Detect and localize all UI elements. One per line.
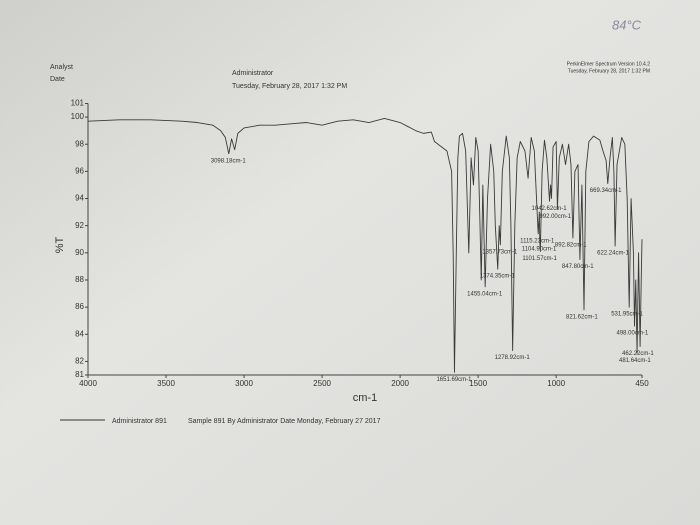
y-tick-label: 82 [75, 357, 84, 366]
peak-label: 1357.73cm-1 [482, 249, 518, 255]
y-tick-label: 100 [71, 112, 85, 121]
software: PerkinElmer Spectrum Version 10.4.2 [567, 61, 651, 67]
x-tick-label: 2500 [313, 379, 331, 388]
peak-label: 3098.18cm-1 [211, 158, 247, 164]
peak-label: 1115.23cm-1 [520, 238, 555, 244]
y-tick-label: 98 [75, 139, 84, 148]
x-tick-label: 3500 [157, 379, 175, 388]
y-tick-label: 88 [75, 275, 84, 284]
peak-label: 992.00cm-1 [539, 214, 571, 220]
peak-label: 531.95cm-1 [611, 312, 643, 318]
legend-note: Sample 891 By Administrator Date Monday,… [188, 418, 381, 425]
x-tick-label: 2000 [391, 379, 409, 388]
peak-label: 481.64cm-1 [619, 358, 651, 364]
analyst: Administrator [232, 70, 274, 77]
peak-label: 1104.90cm-1 [522, 247, 557, 253]
peak-label: 1278.92cm-1 [495, 355, 531, 361]
y-tick-label: 96 [75, 166, 84, 175]
y-tick-label: 84 [75, 329, 84, 338]
peak-label: 1651.69cm-1 [436, 377, 472, 383]
date-label: Date [50, 76, 65, 83]
analyst-label: Analyst [50, 64, 73, 71]
peak-label: 1455.04cm-1 [467, 291, 503, 297]
y-tick-label: 94 [75, 194, 84, 203]
peak-label: 498.00cm-1 [617, 331, 649, 337]
y-axis-label: %T [54, 236, 66, 253]
y-tick-label: 101 [71, 99, 85, 108]
x-tick-label: 1500 [469, 379, 487, 388]
y-tick-label: 92 [75, 221, 84, 230]
peak-label: 892.82cm-1 [555, 242, 587, 248]
x-tick-label: 3000 [235, 379, 253, 388]
peak-label: 669.34cm-1 [590, 188, 622, 194]
x-axis-label: cm-1 [353, 392, 377, 404]
peak-label: 622.24cm-1 [597, 251, 629, 257]
y-tick-label: 90 [75, 248, 84, 257]
handwritten-note: 84°C [612, 17, 642, 32]
y-tick-label: 86 [75, 302, 84, 311]
software-date: Tuesday, February 28, 2017 1:32 PM [568, 68, 650, 74]
legend-label: Administrator 891 [112, 418, 167, 425]
date: Tuesday, February 28, 2017 1:32 PM [232, 83, 347, 90]
peak-label: 462.22cm-1 [622, 351, 654, 357]
x-tick-label: 450 [635, 379, 649, 388]
spectrum-line [87, 117, 643, 373]
peak-label: 1101.57cm-1 [522, 256, 557, 262]
y-tick-label: 81 [75, 370, 84, 379]
x-tick-label: 1000 [547, 379, 565, 388]
peak-label: 1042.62cm-1 [532, 206, 568, 212]
peak-label: 1374.35cm-1 [480, 274, 516, 280]
x-tick-label: 4000 [79, 379, 97, 388]
peak-label: 821.62cm-1 [566, 314, 598, 320]
peak-label: 847.80cm-1 [562, 264, 594, 270]
